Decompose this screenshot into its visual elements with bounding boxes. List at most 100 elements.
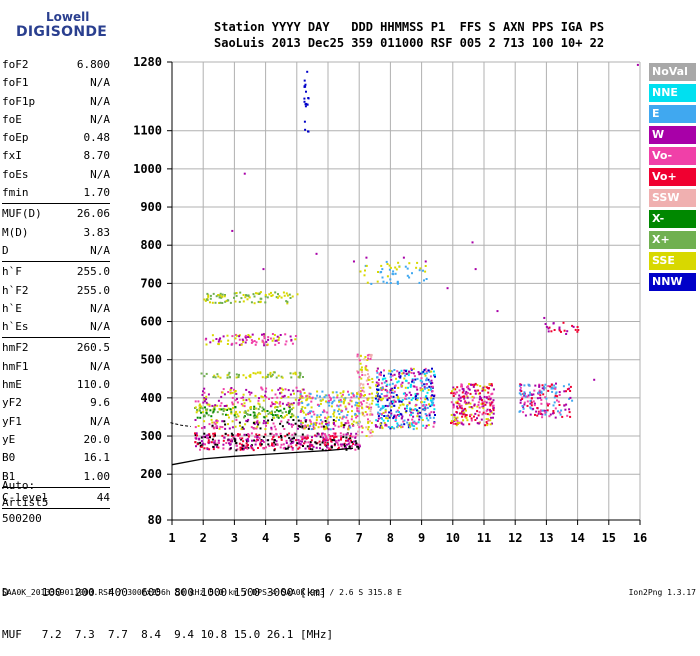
echo-point xyxy=(303,120,306,123)
echo-point xyxy=(238,300,241,303)
echo-point xyxy=(206,436,209,439)
echo-point xyxy=(350,418,353,421)
echo-point xyxy=(351,410,353,413)
echo-point xyxy=(194,406,197,409)
echo-point xyxy=(333,436,336,439)
echo-point xyxy=(424,374,427,377)
echo-point xyxy=(366,397,369,400)
echo-point xyxy=(279,405,282,408)
echo-point xyxy=(529,402,532,405)
param-name: fmin xyxy=(2,186,29,200)
echo-point xyxy=(398,411,400,413)
echo-point xyxy=(271,339,274,342)
echo-point xyxy=(238,373,240,376)
echo-point xyxy=(259,405,261,408)
echo-point xyxy=(486,408,489,411)
echo-point xyxy=(247,433,250,435)
echo-point xyxy=(380,425,383,428)
echo-point xyxy=(304,105,307,108)
echo-point xyxy=(302,388,305,391)
echo-point xyxy=(421,419,424,421)
echo-point xyxy=(465,390,468,393)
echo-point xyxy=(257,447,259,449)
echo-point xyxy=(471,241,474,244)
echo-point xyxy=(358,443,361,446)
echo-point xyxy=(297,419,300,422)
echo-point xyxy=(271,397,274,399)
echo-point xyxy=(279,446,282,449)
echo-point xyxy=(450,414,453,416)
echo-point xyxy=(395,268,398,271)
echo-point xyxy=(407,382,410,385)
echo-point xyxy=(383,415,386,417)
echo-point xyxy=(226,343,229,345)
echo-point xyxy=(235,334,238,337)
echo-point xyxy=(229,301,232,304)
echo-point xyxy=(254,394,257,397)
echo-point xyxy=(477,389,480,392)
echo-point xyxy=(258,397,260,400)
echo-point xyxy=(225,442,228,444)
echo-point xyxy=(195,432,198,435)
echo-point xyxy=(253,295,256,298)
echo-point xyxy=(559,413,562,416)
echo-point xyxy=(204,338,207,341)
echo-point xyxy=(455,411,458,413)
echo-point xyxy=(340,445,343,447)
echo-point xyxy=(285,292,288,295)
echo-point xyxy=(261,410,264,412)
echo-point xyxy=(540,398,543,401)
echo-point xyxy=(388,369,391,372)
echo-point xyxy=(229,392,232,395)
echo-point xyxy=(465,403,468,406)
x-tick-label: 2 xyxy=(200,531,207,545)
echo-point xyxy=(343,424,346,427)
echo-point xyxy=(410,414,413,416)
echo-point xyxy=(235,449,238,452)
echo-point xyxy=(297,442,300,445)
echo-point xyxy=(249,373,252,376)
echo-point xyxy=(456,400,459,403)
echo-point xyxy=(553,384,556,387)
echo-point xyxy=(320,399,323,402)
echo-point xyxy=(418,269,421,272)
echo-point xyxy=(280,296,283,299)
echo-point xyxy=(307,130,309,133)
echo-point xyxy=(334,424,337,427)
echo-point xyxy=(343,445,346,447)
echo-point xyxy=(526,404,529,407)
echo-point xyxy=(227,373,230,376)
echo-point xyxy=(282,447,285,450)
echo-point xyxy=(207,414,210,417)
echo-point xyxy=(239,446,242,449)
echo-point xyxy=(216,373,219,376)
echo-point xyxy=(356,402,359,404)
echo-point xyxy=(279,392,282,395)
echo-point xyxy=(313,413,316,416)
echo-point xyxy=(410,371,413,374)
echo-point xyxy=(376,391,379,394)
echo-point xyxy=(221,302,224,304)
echo-point xyxy=(230,432,233,435)
echo-point xyxy=(286,294,289,297)
echo-point xyxy=(376,280,379,283)
echo-point xyxy=(379,409,382,412)
echo-point xyxy=(253,427,256,430)
echo-point xyxy=(477,404,480,406)
echo-point xyxy=(199,448,201,451)
echo-point xyxy=(202,435,205,438)
echo-point xyxy=(400,426,403,429)
echo-point xyxy=(431,404,434,407)
echo-point xyxy=(299,391,302,394)
echo-point xyxy=(264,301,267,304)
echo-point xyxy=(396,425,399,428)
param-row: fmin 1.70 xyxy=(2,184,110,202)
echo-point xyxy=(380,374,382,377)
echo-point xyxy=(216,420,219,422)
echo-point xyxy=(318,440,321,443)
echo-point xyxy=(409,384,412,387)
echo-point xyxy=(371,396,374,399)
echo-point xyxy=(560,409,563,412)
echo-point xyxy=(328,401,331,404)
echo-point xyxy=(271,401,273,404)
